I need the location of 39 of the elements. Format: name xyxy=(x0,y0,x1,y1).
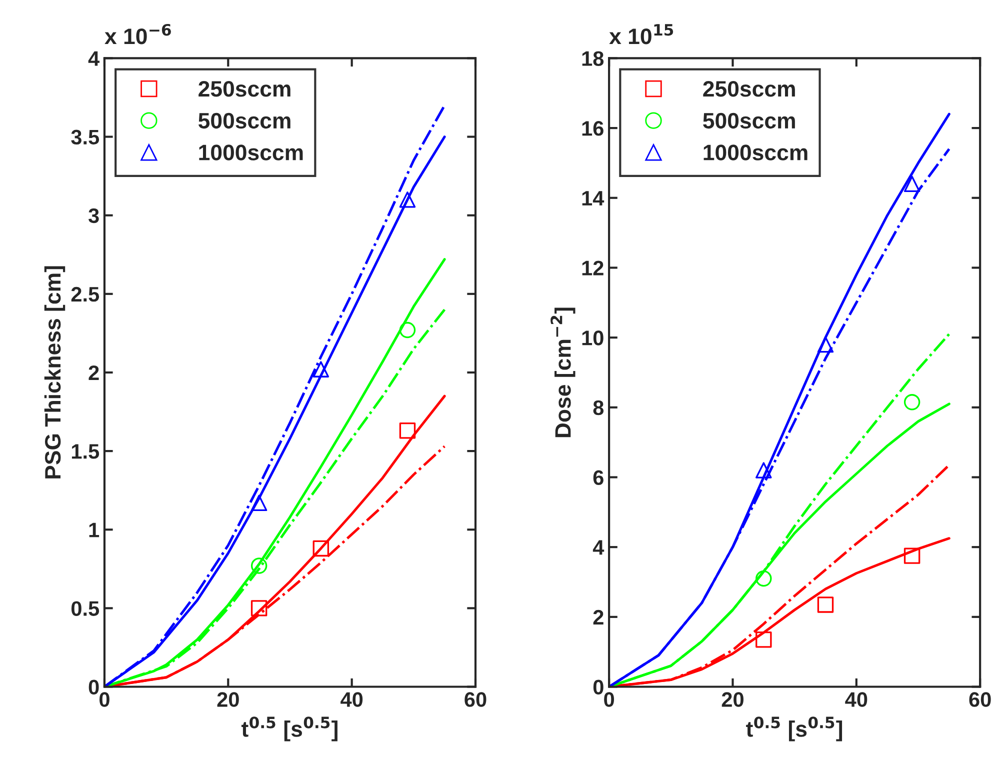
x-tick-label: 20 xyxy=(217,692,239,707)
x-axis-title: t$^{0.5}$ [s$^{0.5}$] xyxy=(746,716,842,742)
y-tick-label: 3 xyxy=(88,208,99,224)
x-tick-label: 60 xyxy=(464,692,486,707)
y-tick-label: 16 xyxy=(582,121,604,136)
x-tick-label: 20 xyxy=(722,692,744,707)
y-tick-label: 12 xyxy=(582,260,604,276)
y-tick-label: 18 xyxy=(582,51,604,66)
y-axis-title: Dose [cm$^{−2}$] xyxy=(550,308,576,438)
legend-label: 1000sccm xyxy=(199,144,303,160)
legend-label: 250sccm xyxy=(703,81,795,97)
y-tick-label: 3.5 xyxy=(71,130,100,145)
y-tick-label: 14 xyxy=(582,191,604,206)
y-tick-label: 2 xyxy=(88,365,99,380)
text: x 10$^{15}$ xyxy=(609,24,674,44)
y-tick-label: 6 xyxy=(593,470,604,485)
y-tick-label: 4 xyxy=(592,540,604,555)
x-axis-title: t$^{0.5}$ [s$^{0.5}$] xyxy=(241,716,338,742)
y-tick-label: 2 xyxy=(593,610,604,624)
x-tick-label: 0 xyxy=(604,692,614,707)
y-tick-label: 10 xyxy=(582,330,604,346)
y-tick-label: 2.5 xyxy=(71,286,100,302)
legend-label: 1000sccm xyxy=(704,144,808,160)
y-tick-label: 1.5 xyxy=(72,444,100,459)
y-tick-label: 8 xyxy=(593,400,604,416)
y-tick-label: 4 xyxy=(88,51,100,66)
y-tick-label: 1 xyxy=(89,522,100,538)
legend-label: 500sccm xyxy=(703,112,795,129)
x-tick-label: 40 xyxy=(340,692,363,707)
y-tick-label: 0.5 xyxy=(71,601,100,616)
y-axis-title: PSG Thickness [cm] xyxy=(44,266,66,478)
x-tick-label: 0 xyxy=(100,692,110,707)
legend-label: 250sccm xyxy=(198,81,290,97)
x-tick-label: 60 xyxy=(969,692,991,707)
y-tick-label: 0 xyxy=(88,680,99,695)
y-tick-label: 0 xyxy=(593,680,604,695)
legend-label: 500sccm xyxy=(198,112,290,129)
text: x 10$^{−6}$ xyxy=(104,24,171,44)
x-tick-label: 40 xyxy=(845,692,868,707)
